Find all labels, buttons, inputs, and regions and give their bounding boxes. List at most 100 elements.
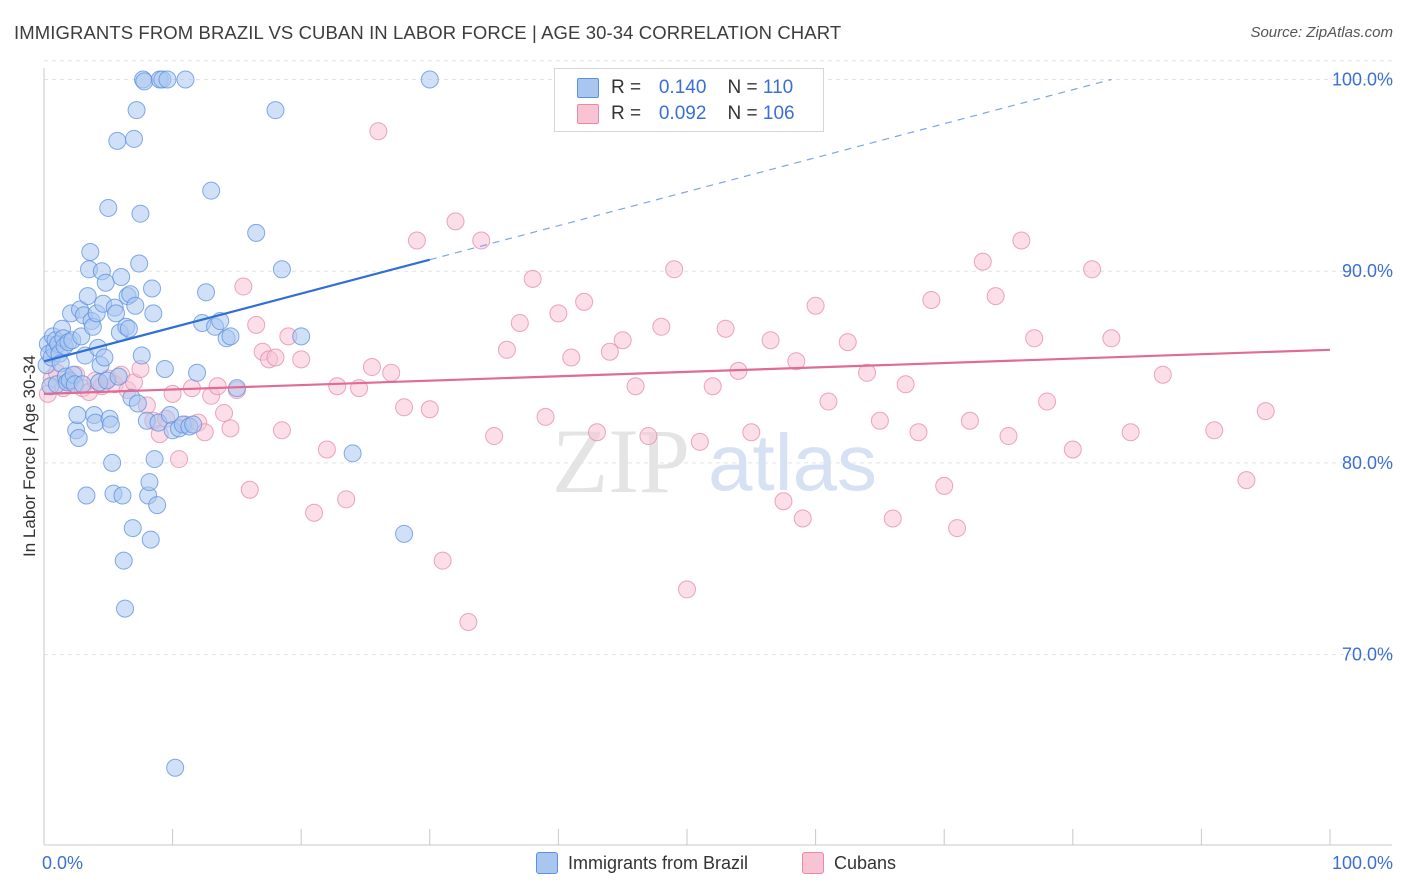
brazil-point (78, 287, 97, 306)
brazil-points (37, 70, 439, 777)
legend-r-label: R = (611, 77, 642, 98)
brazil-point (108, 131, 127, 150)
brazil-point (123, 519, 142, 538)
cubans-point (1012, 231, 1031, 250)
brazil-point (77, 486, 96, 505)
brazil-point (126, 296, 145, 315)
cubans-point (793, 509, 812, 528)
cubans-trend-line (43, 348, 1331, 395)
cubans-point (1205, 421, 1224, 440)
cubans-point (208, 377, 227, 396)
cubans-point (652, 317, 671, 336)
cubans-point (1121, 423, 1140, 442)
cubans-point (973, 252, 992, 271)
cubans-point (1102, 329, 1121, 348)
cubans-point (870, 411, 889, 430)
legend-row-cubans: R = 0.092 N = 106 (577, 101, 803, 127)
cubans-point (446, 212, 465, 231)
cubans-point (787, 352, 806, 371)
cubans-point (1256, 402, 1275, 421)
correlation-legend: R = 0.140 N = 110 R = 0.092 N = 106 (554, 68, 824, 132)
x-tick-label: 0.0% (42, 853, 83, 873)
brazil-point (140, 473, 159, 492)
legend-n-value-brazil: 110 (762, 77, 794, 98)
brazil-point (72, 327, 91, 346)
brazil-point (148, 496, 167, 515)
brazil-point (197, 283, 216, 302)
source-label: Source: ZipAtlas.com (1250, 24, 1393, 41)
brazil-point (272, 260, 291, 279)
cubans-point (858, 363, 877, 382)
legend-n-value-cubans: 106 (762, 103, 795, 124)
cubans-point (716, 319, 735, 338)
cubans-point (774, 492, 793, 511)
bottom-legend-swatch-cubans (802, 852, 824, 874)
brazil-point (176, 70, 195, 89)
cubans-point (433, 551, 452, 570)
legend-r-value-cubans: 0.092 (658, 103, 707, 124)
cubans-point (163, 384, 182, 403)
cubans-point (337, 490, 356, 509)
brazil-point (125, 129, 144, 148)
cubans-point (639, 427, 658, 446)
cubans-point (362, 358, 381, 377)
cubans-point (1063, 440, 1082, 459)
watermark: ZIP atlas (552, 410, 877, 512)
cubans-point (600, 342, 619, 361)
cubans-point (665, 260, 684, 279)
cubans-point (575, 292, 594, 311)
y-tick-label: 100.0% (1332, 70, 1393, 90)
cubans-point (806, 296, 825, 315)
brazil-point (188, 363, 207, 382)
brazil-point (103, 453, 122, 472)
brazil-point (266, 101, 285, 120)
cubans-point (420, 400, 439, 419)
chart-title: IMMIGRANTS FROM BRAZIL VS CUBAN IN LABOR… (14, 22, 842, 43)
cubans-point (485, 427, 504, 446)
cubans-point (948, 519, 967, 538)
cubans-point (407, 231, 426, 250)
cubans-point (305, 503, 324, 522)
brazil-point (69, 428, 88, 447)
cubans-point (395, 398, 414, 417)
brazil-point (155, 359, 174, 378)
cubans-point (247, 315, 266, 334)
cubans-point (382, 363, 401, 382)
brazil-point (95, 348, 114, 367)
brazil-point (221, 327, 240, 346)
cubans-point (170, 450, 189, 469)
cubans-point (536, 407, 555, 426)
brazil-point (131, 204, 150, 223)
brazil-point (202, 181, 221, 200)
brazil-point (184, 415, 203, 434)
brazil-point (143, 279, 162, 298)
axes (43, 68, 1392, 846)
cubans-point (497, 340, 516, 359)
bottom-legend-brazil: Immigrants from Brazil (536, 852, 748, 874)
brazil-point (109, 367, 128, 386)
cubans-point (1025, 329, 1044, 348)
cubans-point (678, 580, 696, 599)
legend-row-brazil: R = 0.140 N = 110 (577, 75, 803, 101)
legend-n-label: N = (727, 103, 758, 124)
cubans-point (999, 427, 1018, 446)
brazil-point (420, 70, 439, 89)
cubans-point (896, 375, 915, 394)
brazil-point (96, 273, 115, 292)
brazil-point (132, 346, 151, 365)
brazil-point (112, 267, 131, 286)
cubans-point (626, 377, 645, 396)
tick-labels: 70.0% 80.0% 90.0% 100.0% 0.0% 100.0% (42, 70, 1393, 874)
brazil-point (114, 551, 133, 570)
brazil-trend-extension (429, 78, 1112, 261)
brazil-trend-line (43, 258, 431, 363)
cubans-point (549, 304, 568, 323)
bottom-legend: Immigrants from Brazil Cubans (0, 852, 1406, 878)
brazil-point (101, 415, 120, 434)
bottom-legend-label-brazil: Immigrants from Brazil (568, 852, 749, 873)
brazil-point (145, 450, 164, 469)
brazil-point (130, 254, 149, 273)
brazil-point (116, 599, 135, 618)
brazil-point (81, 243, 100, 262)
